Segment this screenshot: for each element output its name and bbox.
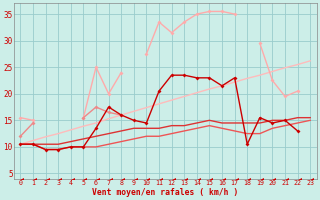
- X-axis label: Vent moyen/en rafales ( km/h ): Vent moyen/en rafales ( km/h ): [92, 188, 238, 197]
